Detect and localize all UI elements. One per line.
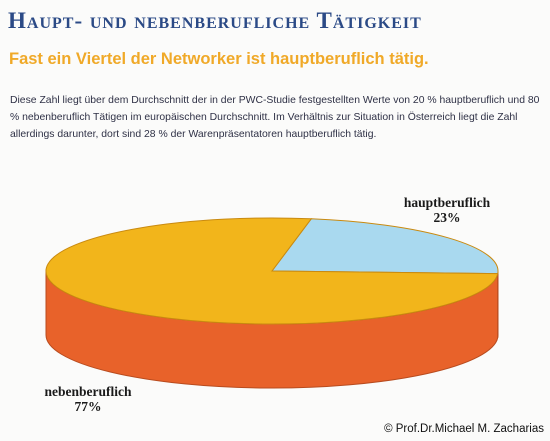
- page-title: Haupt- und nebenberufliche Tätigkeit: [8, 8, 422, 33]
- label-nebenberuflich-value: 77%: [75, 399, 102, 414]
- intro-paragraph: Diese Zahl liegt über dem Durchschnitt d…: [10, 95, 540, 140]
- copyright-notice: © Prof.Dr.Michael M. Zacharias: [384, 423, 544, 435]
- pie-slice-hauptberuflich: [271, 218, 499, 275]
- page-subtitle: Fast ein Viertel der Networker ist haupt…: [9, 50, 429, 68]
- pie-slice-nebenberuflich: [45, 217, 499, 325]
- label-hauptberuflich-name: hauptberuflich: [404, 195, 491, 210]
- label-nebenberuflich-name: nebenberuflich: [44, 384, 131, 399]
- label-hauptberuflich-value: 23%: [434, 210, 461, 225]
